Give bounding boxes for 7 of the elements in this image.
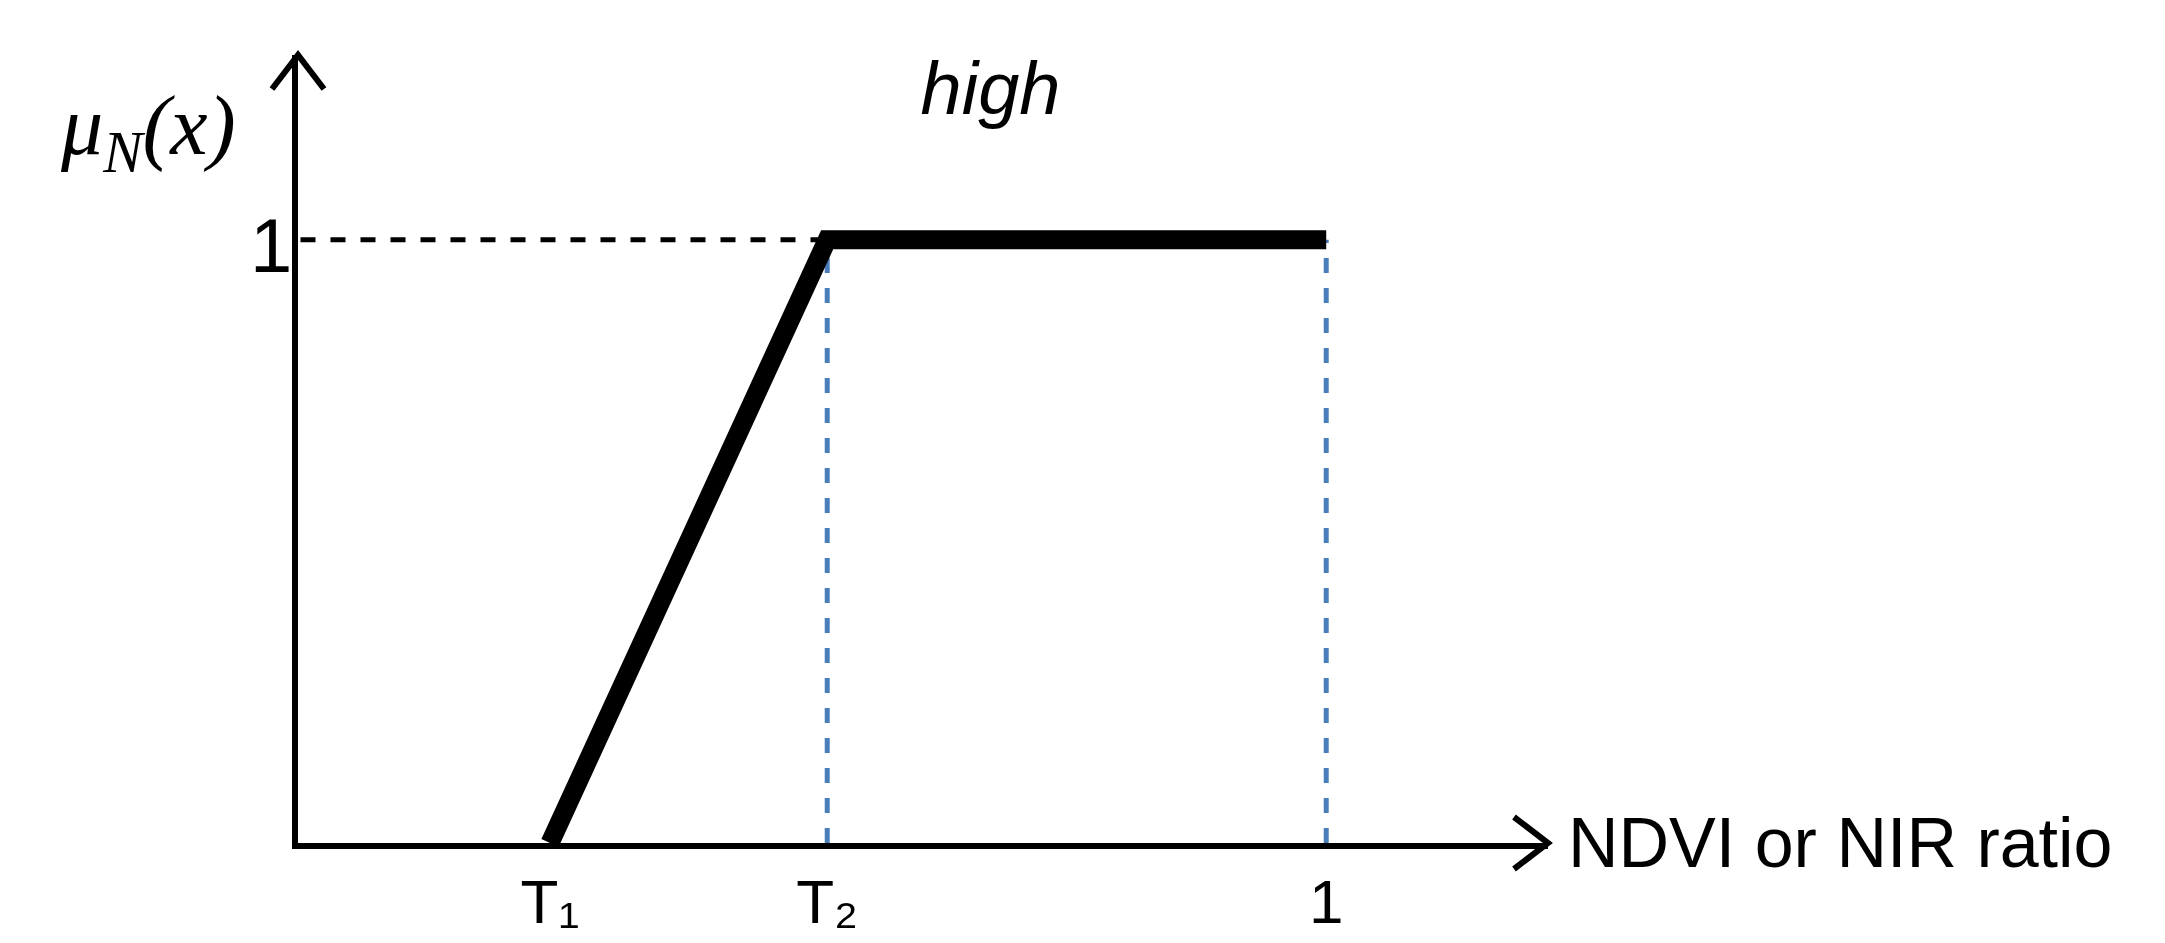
ref-line-label: 1: [250, 203, 293, 288]
y-axis-title: μ$_{N}$(x): [60, 79, 236, 185]
x-tick-label: T₂: [796, 867, 859, 937]
x-tick-label: T₁: [520, 867, 580, 937]
x-axis-title: NDVI or NIR ratio: [1568, 804, 2113, 882]
x-tick-label: 1: [1308, 867, 1344, 937]
chart-title: high: [920, 46, 1061, 130]
